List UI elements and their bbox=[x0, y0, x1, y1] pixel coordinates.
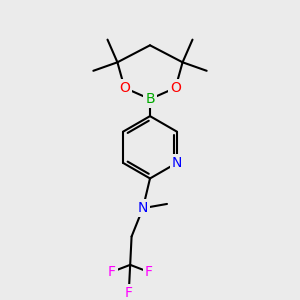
Text: O: O bbox=[119, 81, 130, 95]
Text: F: F bbox=[125, 286, 133, 300]
Text: F: F bbox=[145, 265, 153, 279]
Text: F: F bbox=[108, 265, 116, 279]
Text: O: O bbox=[170, 81, 181, 95]
Text: N: N bbox=[172, 156, 182, 170]
Text: N: N bbox=[138, 201, 148, 215]
Text: B: B bbox=[145, 92, 155, 106]
